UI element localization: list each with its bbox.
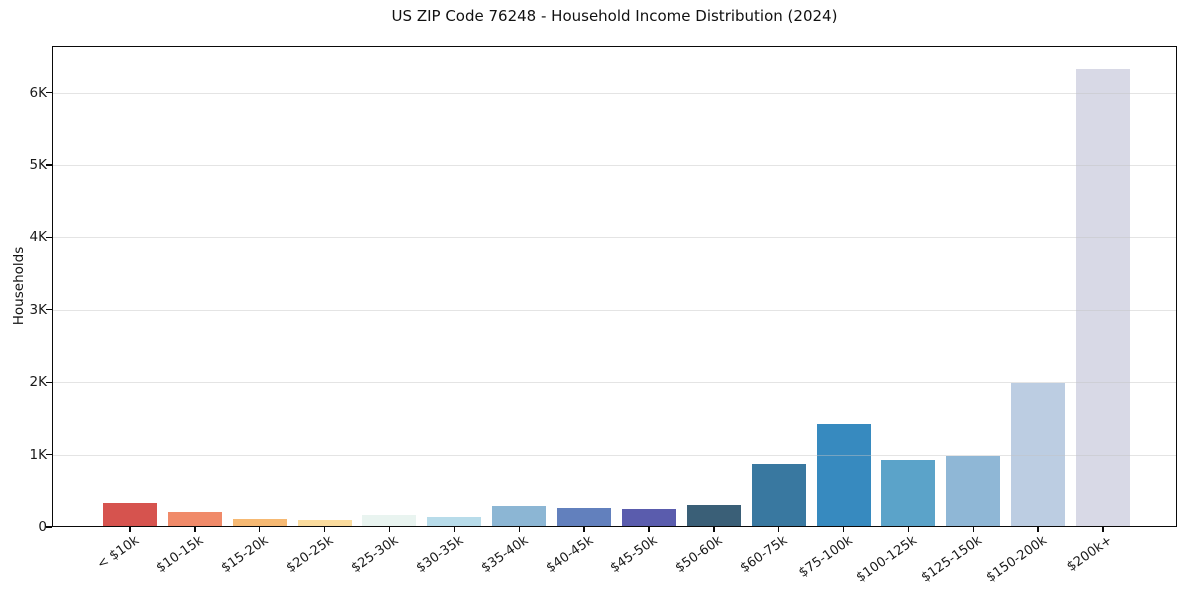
x-tick-label: $200k+	[1063, 533, 1115, 575]
y-tick-mark	[46, 526, 52, 528]
x-tick-label: $100-125k	[854, 533, 921, 586]
x-tick-mark	[842, 527, 845, 532]
bar-$25-30k	[362, 515, 417, 527]
y-tick-label: 3K	[29, 301, 47, 318]
y-tick-mark	[46, 309, 52, 311]
x-tick-label: $15-20k	[218, 533, 272, 577]
gridline-2K	[52, 382, 1177, 384]
plot-area	[52, 46, 1177, 527]
x-tick-label: $10-15k	[153, 533, 207, 577]
bar-< $10k	[103, 503, 157, 527]
x-tick-label: $150-200k	[983, 533, 1050, 586]
y-tick-label: 6K	[29, 84, 47, 101]
bar-$35-40k	[492, 505, 547, 527]
y-tick-mark	[46, 91, 52, 94]
y-tick-label: 5K	[29, 157, 47, 173]
x-tick-mark	[1102, 527, 1104, 532]
bar-$200k+	[1076, 68, 1131, 527]
x-tick-label: $45-50k	[608, 533, 661, 577]
x-tick-mark	[972, 527, 974, 532]
x-tick-mark	[453, 527, 456, 532]
gridline-3K	[52, 309, 1177, 311]
bar-$20-25k	[297, 520, 352, 527]
x-tick-label: $50-60k	[672, 533, 726, 577]
x-tick-label: $125-150k	[918, 533, 985, 586]
x-tick-label: $20-25k	[283, 533, 337, 577]
y-tick-label: 1K	[29, 446, 47, 463]
y-tick-mark	[46, 381, 52, 383]
x-tick-mark	[583, 527, 585, 532]
x-tick-mark	[259, 527, 261, 532]
x-tick-label: $35-40k	[478, 533, 531, 577]
x-tick-label: < $10k	[94, 533, 142, 573]
x-tick-mark	[1037, 527, 1039, 532]
bar-$30-35k	[427, 516, 482, 527]
bar-$50-60k	[686, 505, 741, 527]
y-tick-label: 0	[38, 519, 47, 535]
gridline-5K	[52, 165, 1177, 166]
bar-$125-150k	[946, 456, 1001, 527]
x-tick-mark	[518, 527, 520, 532]
bar-$150-200k	[1011, 382, 1066, 527]
chart-title: US ZIP Code 76248 - Household Income Dis…	[391, 7, 838, 25]
y-tick-mark	[46, 453, 52, 456]
gridline-1K	[52, 454, 1177, 456]
y-tick-mark	[46, 236, 52, 239]
x-tick-label: $40-45k	[543, 533, 596, 577]
x-tick-label: $30-35k	[413, 533, 466, 577]
x-tick-mark	[388, 527, 391, 532]
bar-$60-75k	[751, 464, 806, 527]
bar-$40-45k	[557, 508, 612, 527]
bar-$75-100k	[816, 424, 871, 527]
y-axis-label: Households	[11, 246, 27, 326]
x-tick-mark	[648, 527, 650, 532]
y-tick-label: 4K	[29, 229, 47, 246]
x-tick-mark	[323, 527, 326, 532]
x-tick-mark	[778, 527, 780, 532]
bar-$15-20k	[232, 519, 287, 527]
x-tick-label: $60-75k	[737, 533, 791, 577]
x-tick-label: $25-30k	[348, 533, 402, 577]
y-tick-label: 2K	[29, 374, 47, 391]
gridline-6K	[52, 92, 1177, 94]
x-tick-mark	[194, 527, 196, 532]
x-tick-mark	[907, 527, 910, 532]
bar-$45-50k	[621, 508, 676, 527]
gridline-4K	[52, 237, 1177, 239]
bar-$100-125k	[881, 460, 936, 527]
x-tick-label: $75-100k	[795, 533, 856, 581]
y-tick-mark	[46, 164, 52, 166]
x-tick-mark	[129, 527, 131, 532]
bar-$10-15k	[167, 511, 222, 527]
x-tick-mark	[713, 527, 715, 532]
